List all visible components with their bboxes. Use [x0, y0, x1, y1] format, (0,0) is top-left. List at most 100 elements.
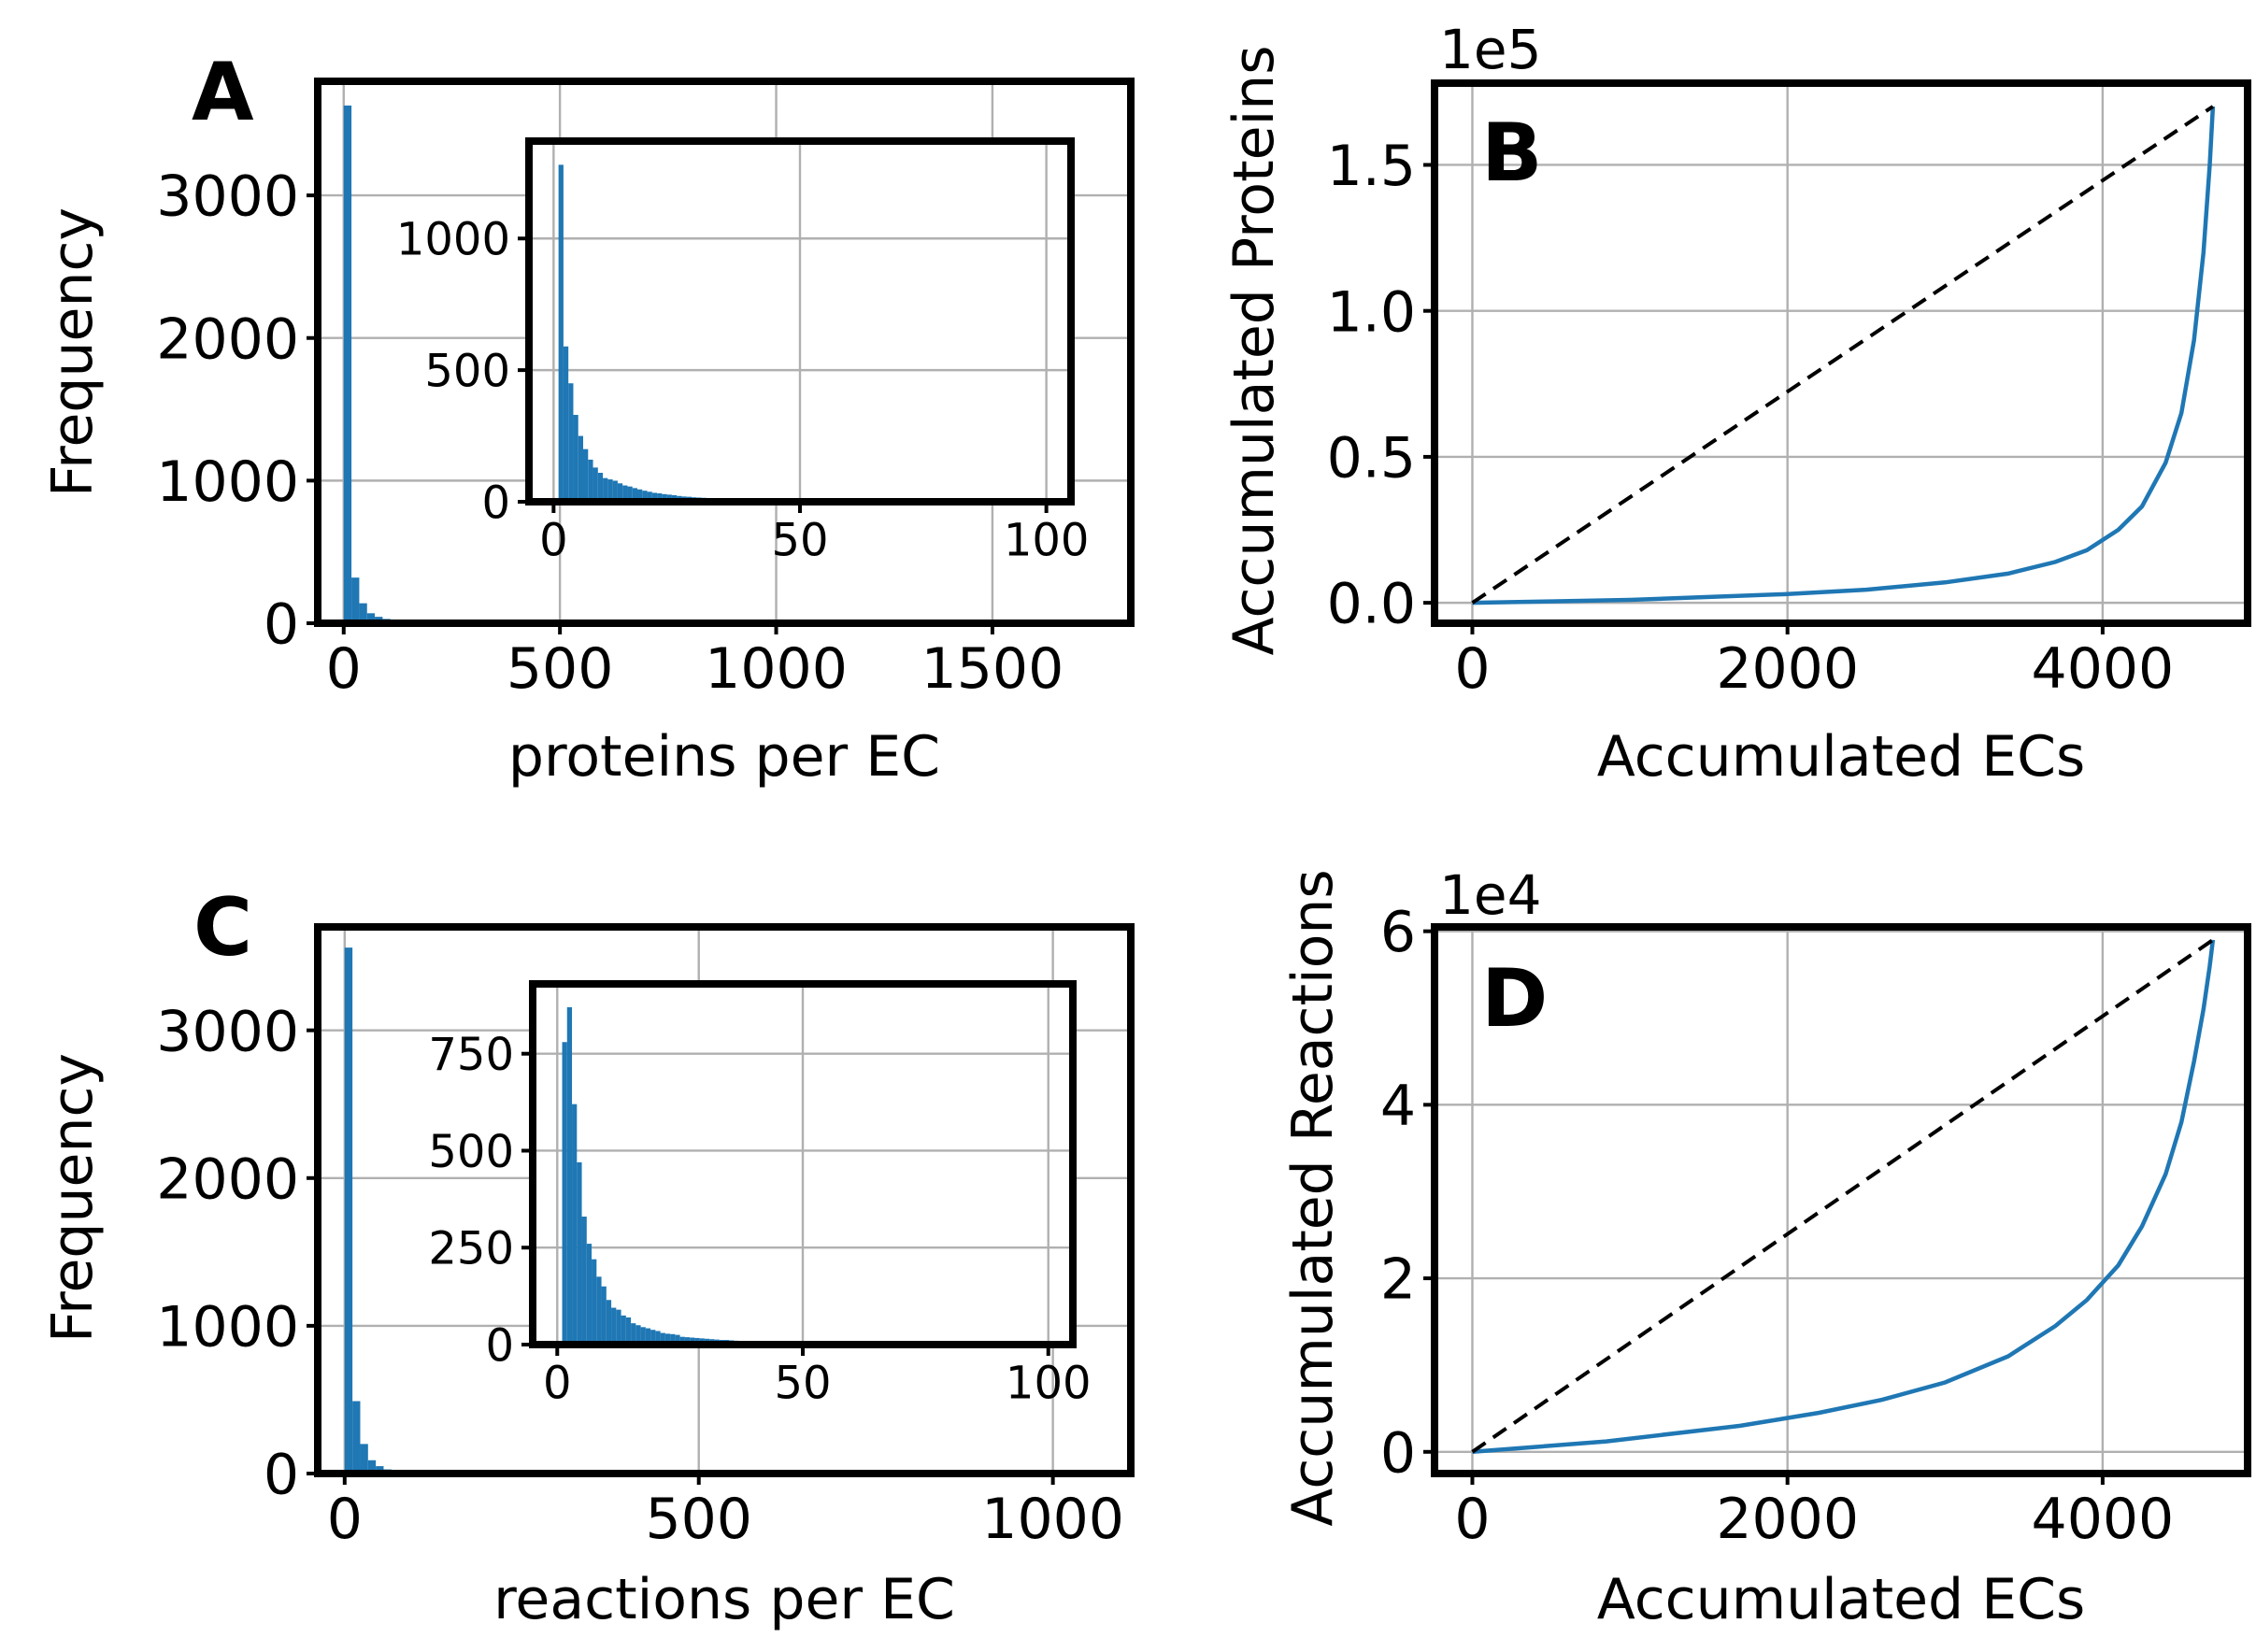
panel-c-inset-bar-1 [566, 1006, 573, 1345]
panel-b-xtick-label-1: 2000 [1716, 636, 1859, 702]
panel-a-inset-ytick-label-2: 1000 [396, 214, 510, 266]
panel-c-xlabel: reactions per EC [493, 1567, 955, 1632]
panel-c-inset-bar-6 [592, 1259, 597, 1345]
panel-b-ytick-label-1: 0.5 [1327, 426, 1416, 491]
panel-b-offset-label: 1e5 [1439, 18, 1542, 81]
panel-d-ytick-label-1: 2 [1380, 1247, 1416, 1313]
panel-d-xtick-label-2: 4000 [2032, 1487, 2175, 1552]
panel-a-bars [343, 105, 422, 623]
panel-d: 0 2000 4000 0 2 4 6 D 1e4 Accumulated ECs Accu… [1280, 863, 2251, 1632]
panel-a-inset-bar-13 [622, 485, 628, 502]
panel-c-inset-bar-13 [625, 1317, 632, 1345]
panel-a-ytick-label-2: 2000 [156, 306, 299, 372]
panel-c-inset-bar-16 [640, 1327, 646, 1345]
panel-a-bar-0 [343, 105, 352, 623]
panel-c-inset-xtick-label-2: 100 [1006, 1358, 1092, 1410]
panel-c-inset-bar-5 [586, 1244, 593, 1345]
panel-c-bar-2 [360, 1444, 368, 1474]
panel-a-plot-frame [314, 78, 1135, 627]
panel-d-ylabel: Accumulated Reactions [1280, 869, 1346, 1526]
panel-c-inset-bar-24 [679, 1336, 685, 1345]
panel-c-xtick-label-0: 0 [327, 1487, 363, 1552]
panel-a-inset-bar-14 [627, 486, 633, 502]
panel-c-ytick-label-0: 0 [264, 1443, 299, 1508]
panel-a-xtick-label-1: 500 [507, 636, 614, 702]
panel-a-xtick-label-0: 0 [326, 636, 362, 702]
panel-a-inset-bar-19 [651, 492, 658, 502]
panel-d-xtick-label-0: 0 [1454, 1487, 1490, 1552]
panel-a-xtick-label-3: 1500 [921, 636, 1064, 702]
panel-c-inset-bar-7 [596, 1276, 602, 1345]
panel-a-ytick-label-0: 0 [264, 592, 299, 658]
panel-c-xtick-label-1: 500 [645, 1487, 752, 1552]
panel-c-inset-bar-9 [606, 1300, 612, 1345]
panel-b-xlabel: Accumulated ECs [1597, 724, 2086, 790]
panel-c-bar-0 [344, 947, 353, 1474]
panel-a-xlabel: proteins per EC [508, 724, 940, 790]
panel-b-ytick-label-2: 1.0 [1327, 279, 1416, 345]
panel-a-inset-bar-18 [647, 491, 652, 502]
panel-d-xtick-label-1: 2000 [1716, 1487, 1859, 1552]
panel-a-label: A [192, 46, 254, 139]
panel-c-inset-bar-15 [635, 1325, 641, 1345]
panel-b-ylabel: Accumulated Proteins [1221, 45, 1287, 655]
panel-a-bar-1 [351, 577, 360, 623]
panel-c-inset-bars [562, 1006, 808, 1345]
panel-c-inset-bar-18 [650, 1330, 656, 1345]
panel-b-plot-frame [1431, 79, 2251, 627]
panel-a-bar-2 [359, 603, 367, 623]
panel-a-inset-bar-8 [597, 473, 604, 502]
panel-a-inset-bar-21 [662, 493, 667, 502]
panel-d-ytick-label-2: 4 [1380, 1074, 1416, 1139]
panel-d-series-cumulative [1472, 939, 2216, 1455]
panel-a-inset-bar-12 [617, 483, 623, 502]
panel-a-inset-ticks [518, 236, 1049, 513]
panel-c-label: C [193, 881, 252, 975]
panel-a-bar-3 [366, 613, 376, 623]
panel-d-xlabel: Accumulated ECs [1597, 1567, 2086, 1632]
panel-c-inset-bar-11 [616, 1309, 621, 1345]
panel-c-ylabel: Frequency [40, 1053, 106, 1343]
panel-b-tick-labels: 0 2000 4000 0.0 0.5 1.0 1.5 [1327, 134, 2175, 702]
panel-c-plot-frame [314, 923, 1135, 1477]
panel-c-inset-ytick-label-2: 500 [428, 1126, 514, 1178]
panel-a-inset-xtick-label-1: 50 [771, 515, 828, 567]
panel-d-ticks [1423, 929, 2105, 1485]
panel-a-inset-bar-5 [583, 449, 589, 502]
panel-b-series-cumulative [1472, 106, 2216, 605]
panel-c-ytick-label-3: 3000 [156, 999, 299, 1064]
panel-a-inset-bar-11 [612, 480, 618, 502]
panel-a-inset-bar-0 [558, 164, 564, 502]
panel-a-inset-bar-3 [573, 415, 578, 502]
panel-b-xtick-label-2: 4000 [2032, 636, 2175, 702]
panel-a-inset-ytick-label-0: 0 [481, 477, 510, 529]
panel-b-ytick-label-0: 0.0 [1327, 572, 1416, 637]
panel-c-inset-bar-19 [655, 1331, 661, 1345]
panel-c-bar-1 [352, 1401, 361, 1474]
panel-d-label: D [1481, 952, 1548, 1046]
panel-a-inset-bar-20 [657, 492, 663, 502]
panel-a-inset-bar-1 [563, 346, 569, 502]
panel-a-ytick-label-1: 1000 [156, 449, 299, 515]
panel-a-inset-bar-2 [568, 383, 574, 502]
panel-a-ylabel: Frequency [40, 207, 106, 497]
panel-b: 0 2000 4000 0.0 0.5 1.0 1.5 B 1e5 Accumulated … [1221, 18, 2251, 790]
panel-c-inset-bar-3 [577, 1161, 582, 1345]
panel-c-bars [344, 947, 415, 1474]
panel-a-inset-bar-17 [642, 491, 648, 502]
panel-b-ytick-label-3: 1.5 [1327, 134, 1416, 199]
panel-a-inset-bar-16 [637, 489, 643, 502]
panel-c-ytick-label-2: 2000 [156, 1146, 299, 1212]
panel-a-inset-bar-9 [603, 477, 608, 502]
panel-b-lines [1471, 105, 2216, 605]
panel-c-inset-bar-20 [660, 1332, 665, 1345]
panel-a-inset-bar-4 [578, 435, 583, 502]
panel-c-inset-bar-22 [670, 1333, 676, 1345]
panel-a-inset-xtick-label-0: 0 [539, 515, 568, 567]
panel-d-grid [1435, 927, 2248, 1474]
panel-b-series-equality [1471, 105, 2215, 605]
panel-c-inset-ticks [521, 1051, 1050, 1356]
